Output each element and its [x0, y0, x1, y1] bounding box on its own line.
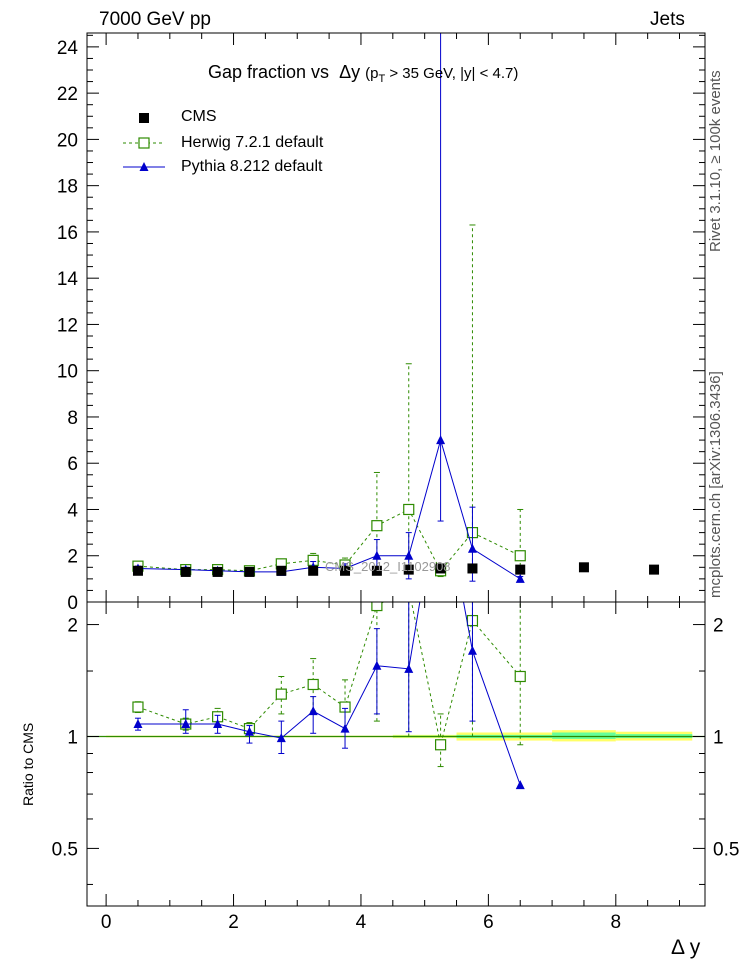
- main-frame: [86, 32, 706, 603]
- x-axis-label: Δ y: [671, 936, 701, 959]
- cms-point: [371, 565, 382, 576]
- cms-point: [515, 564, 526, 575]
- main-y-tick-label: 4: [67, 500, 78, 521]
- x-tick-label: 6: [483, 912, 494, 933]
- mcplots-label: mcplots.cern.ch [arXiv:1306.3436]: [707, 371, 724, 598]
- cms-point: [180, 566, 191, 577]
- ratio-frame: [86, 601, 706, 907]
- cms-point: [435, 563, 446, 574]
- ratio-y-axis-label: Ratio to CMS: [20, 722, 36, 806]
- pythia-point: [404, 550, 414, 560]
- pythia-line: [137, 438, 521, 580]
- cms-point: [467, 563, 478, 574]
- herwig-ratio-point: [132, 701, 144, 713]
- pythia-ratio-point: [308, 706, 318, 716]
- x-tick-label: 8: [611, 912, 622, 933]
- x-tick-label: 0: [101, 912, 112, 933]
- x-tick-label: 4: [356, 912, 367, 933]
- main-y-tick-label: 20: [57, 130, 78, 151]
- pythia-ratio-point: [244, 726, 254, 736]
- ratio-y-tick-label: 0.5: [52, 839, 78, 860]
- herwig-ratio-point: [275, 688, 287, 700]
- pythia-point: [436, 435, 446, 445]
- pythia-point: [372, 550, 382, 560]
- legend-marker-cms: [139, 113, 149, 123]
- cms-point: [276, 565, 287, 576]
- herwig-point: [403, 503, 415, 516]
- main-y-tick-label: 14: [57, 269, 79, 290]
- ratio-y-tick-label: 2: [67, 616, 78, 637]
- legend-marker-herwig: [138, 137, 150, 149]
- pythia-ratio-point: [276, 733, 286, 743]
- pythia-ratio-point: [213, 719, 223, 729]
- cms-point: [244, 566, 255, 577]
- main-y-tick-label: 18: [57, 177, 78, 198]
- herwig-point: [514, 550, 526, 562]
- cms-point: [649, 564, 660, 575]
- main-y-tick-label: 16: [57, 223, 78, 244]
- main-y-tick-label: 12: [57, 315, 78, 336]
- main-panel-content: [132, 33, 660, 583]
- pythia-ratio-point: [133, 719, 143, 729]
- legend-label-cms: CMS: [181, 108, 217, 125]
- main-y-tick-label: 24: [57, 38, 79, 59]
- legend-label-herwig: Herwig 7.2.1 default: [181, 134, 324, 151]
- main-y-tick-label: 8: [67, 408, 78, 429]
- rivet-label: Rivet 3.1.10, ≥ 100k events: [707, 70, 724, 252]
- pythia-ratio-point: [181, 719, 191, 729]
- main-y-tick-label: 0: [67, 593, 78, 614]
- chart-title-cond: (pT > 35 GeV, |y| < 4.7): [365, 65, 519, 85]
- x-tick-label: 2: [228, 912, 239, 933]
- cms-point: [308, 565, 319, 576]
- analysis-watermark: CMS_2012_I1102908: [325, 559, 451, 574]
- main-y-tick-label: 10: [57, 362, 78, 383]
- cms-point: [403, 564, 414, 575]
- main-y-tick-label: 6: [67, 454, 78, 475]
- ratio-y-tick-label: 1: [67, 727, 78, 748]
- ratio-y-tick-label-right: 2: [713, 616, 724, 637]
- pythia-point: [515, 573, 525, 583]
- cms-point: [340, 565, 351, 576]
- herwig-ratio-point: [434, 739, 447, 751]
- pythia-ratio-point: [467, 645, 477, 655]
- herwig-ratio-point: [307, 678, 319, 691]
- cms-point: [132, 565, 143, 576]
- ratio-y-tick-label-right: 0.5: [713, 839, 739, 860]
- herwig-ratio-line: [137, 602, 521, 745]
- chart-title-symbol: Δy: [339, 62, 361, 82]
- pythia-ratio-point: [515, 780, 525, 790]
- main-y-tick-label: 2: [67, 547, 78, 568]
- ratio-panel-content: [87, 584, 705, 790]
- pythia-point: [467, 543, 477, 553]
- energy-label: 7000 GeV pp: [99, 9, 211, 30]
- cms-point: [212, 566, 223, 577]
- cms-point: [578, 562, 589, 573]
- ratio-y-tick-label-right: 1: [713, 727, 724, 748]
- process-label: Jets: [650, 9, 685, 30]
- legend-label-pythia: Pythia 8.212 default: [181, 158, 323, 175]
- pythia-ratio-line: [137, 602, 521, 786]
- chart-title: Gap fraction vs Δy (pT > 35 GeV, |y| < 4…: [208, 62, 518, 85]
- herwig-point: [371, 520, 383, 532]
- chart-title-main: Gap fraction vs: [208, 62, 330, 82]
- pythia-ratio-point: [372, 660, 382, 670]
- legend-marker-pythia: [139, 162, 149, 171]
- pythia-ratio-point: [404, 663, 414, 673]
- herwig-ratio-point: [371, 602, 383, 612]
- ratio-band-inner: [552, 732, 616, 739]
- pythia-ratio-point: [340, 723, 350, 733]
- herwig-ratio-point: [404, 584, 414, 594]
- herwig-ratio-point: [514, 670, 526, 683]
- main-y-tick-label: 22: [57, 84, 78, 105]
